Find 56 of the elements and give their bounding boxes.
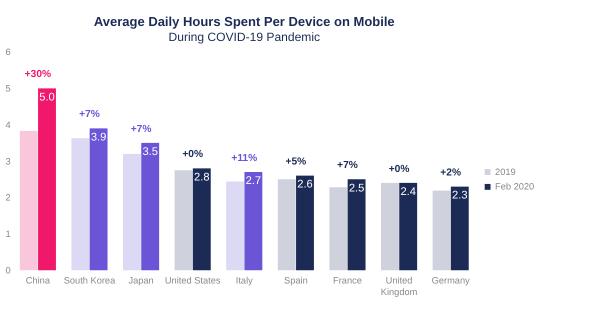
x-tick-label: Japan [128, 276, 154, 286]
x-tick-label: United States [164, 276, 221, 286]
x-tick-label: France [333, 276, 362, 286]
y-tick-label: 4 [6, 120, 11, 130]
data-label: 3.5 [142, 146, 158, 158]
y-tick-label: 3 [6, 156, 11, 166]
bar [123, 154, 141, 270]
chart-subtitle: During COVID-19 Pandemic [168, 30, 320, 44]
bar [90, 128, 108, 270]
annotation: +0% [388, 164, 410, 175]
bar [278, 179, 296, 270]
y-tick-label: 6 [6, 47, 11, 58]
data-label: 2.3 [452, 190, 468, 202]
data-label: 2.5 [348, 182, 364, 194]
x-tick-label: Germany [432, 276, 470, 286]
bar [174, 170, 192, 270]
bar [71, 138, 90, 270]
annotation: +2% [440, 167, 462, 178]
bar [20, 130, 38, 270]
chart-title: Average Daily Hours Spent Per Device on Mobile [94, 14, 395, 29]
x-tick-label: Spain [284, 276, 308, 286]
data-label: 2.8 [194, 171, 210, 184]
y-tick-label: 0 [6, 265, 11, 276]
bar [296, 176, 314, 270]
x-tick-label: China [26, 276, 51, 286]
bar [450, 186, 469, 270]
annotation: +0% [182, 149, 204, 160]
bar [432, 190, 450, 270]
bar [38, 88, 56, 270]
bar [348, 179, 366, 270]
annotation: +7% [130, 124, 152, 135]
x-tick-label: Italy [236, 276, 254, 286]
data-label: 2.6 [297, 178, 313, 191]
bar [329, 187, 348, 270]
legend-label: 2019 [495, 166, 516, 177]
bar [226, 181, 244, 270]
bar [141, 142, 160, 270]
data-label: 5.0 [39, 91, 55, 104]
annotation: +7% [337, 160, 358, 172]
data-label: 2.7 [246, 175, 262, 188]
bar [244, 172, 262, 270]
y-tick-label: 5 [6, 84, 11, 94]
legend-label: Feb 2020 [495, 182, 534, 192]
y-tick-label: 2 [6, 192, 11, 203]
annotation: +5% [286, 156, 306, 168]
annotation: +7% [79, 109, 100, 120]
bar [381, 182, 399, 270]
data-label: 3.9 [90, 131, 106, 144]
bar [192, 168, 211, 270]
x-tick-label: South Korea [64, 276, 116, 286]
data-label: 2.4 [400, 186, 416, 198]
annotation: +30% [24, 69, 52, 80]
y-tick-label: 1 [6, 229, 11, 240]
annotation: +11% [231, 152, 258, 164]
bar [399, 182, 418, 270]
x-tick-label: United Kingdom [380, 276, 418, 297]
